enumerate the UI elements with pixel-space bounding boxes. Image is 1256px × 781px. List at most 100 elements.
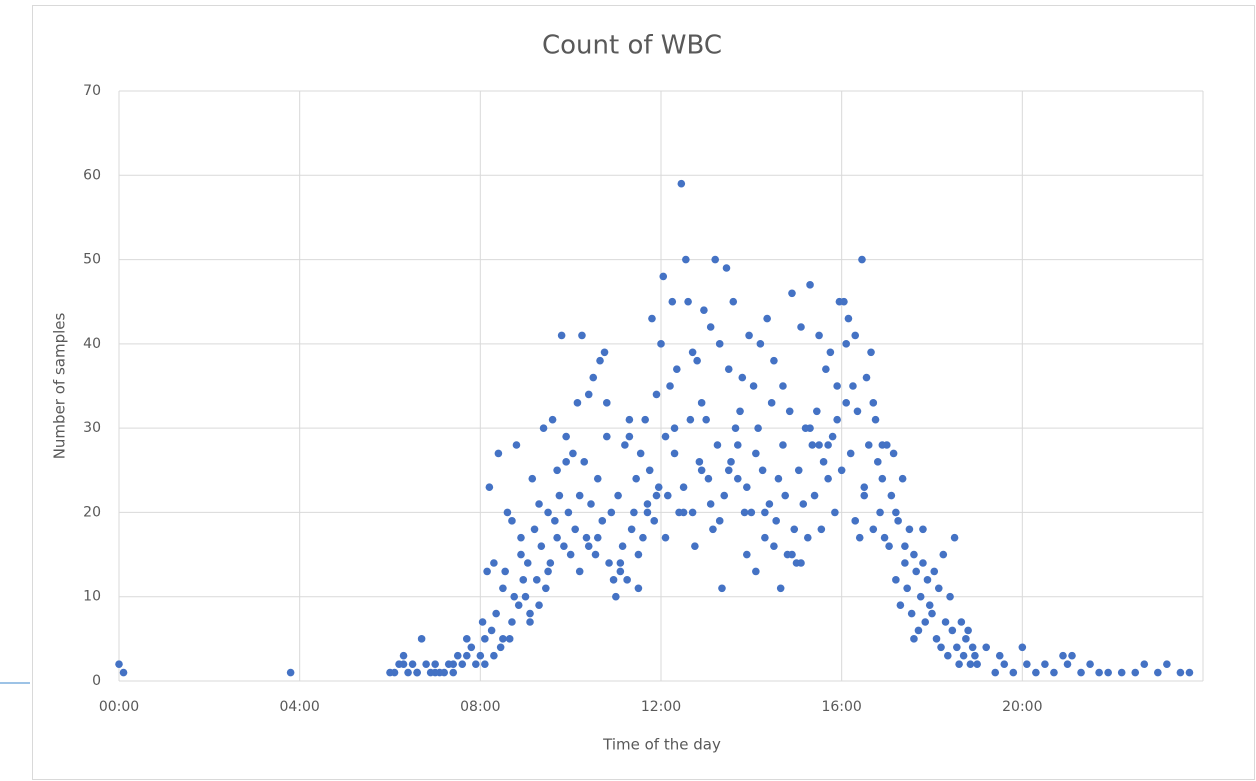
point — [693, 356, 701, 365]
point — [636, 449, 645, 458]
point — [706, 500, 715, 508]
point — [785, 407, 794, 416]
point — [503, 508, 512, 517]
point — [1068, 651, 1076, 660]
point — [862, 373, 871, 382]
point — [501, 567, 509, 576]
point — [885, 542, 893, 550]
point — [763, 314, 771, 323]
point — [532, 576, 541, 584]
point — [616, 559, 625, 567]
chart-border — [32, 5, 1255, 780]
point — [399, 660, 408, 668]
point — [916, 592, 925, 601]
point — [894, 517, 902, 525]
y-tick-label: 60 — [83, 167, 101, 183]
point — [991, 668, 1000, 677]
point — [589, 373, 598, 382]
point — [729, 297, 738, 306]
point — [858, 255, 866, 264]
point — [700, 306, 708, 314]
x-tick-label: 16:00 — [821, 699, 861, 715]
point — [867, 348, 875, 357]
point — [928, 609, 936, 618]
point — [584, 542, 593, 550]
point — [472, 660, 480, 668]
point — [743, 483, 751, 491]
point — [508, 618, 516, 626]
point — [648, 314, 656, 323]
point — [910, 635, 918, 643]
point — [953, 643, 961, 652]
point — [553, 466, 561, 475]
point — [876, 508, 884, 517]
point — [1163, 660, 1171, 668]
point — [697, 466, 706, 475]
point — [722, 264, 731, 272]
point — [593, 533, 602, 542]
point — [670, 449, 679, 458]
point — [874, 458, 882, 466]
point — [745, 331, 753, 340]
point — [733, 441, 742, 449]
point — [688, 508, 697, 517]
point — [1009, 668, 1018, 677]
point — [797, 559, 805, 567]
point — [842, 399, 850, 407]
point — [618, 542, 627, 550]
point — [779, 382, 787, 390]
point — [641, 415, 649, 424]
point — [517, 550, 525, 559]
point — [743, 550, 751, 559]
point — [774, 474, 783, 483]
point — [553, 533, 561, 542]
point — [431, 660, 439, 668]
point — [650, 517, 659, 525]
point — [408, 660, 417, 668]
point — [752, 449, 760, 458]
point — [1095, 668, 1103, 677]
point — [849, 382, 857, 390]
point — [806, 281, 814, 289]
point — [797, 323, 805, 331]
point — [632, 474, 640, 483]
point — [944, 651, 952, 660]
point — [115, 660, 123, 668]
point — [706, 323, 715, 331]
point — [937, 643, 945, 652]
point — [887, 491, 896, 500]
point — [557, 331, 566, 340]
point — [453, 651, 462, 660]
point — [578, 331, 586, 340]
point — [837, 466, 846, 475]
point — [621, 441, 629, 449]
point — [587, 500, 595, 508]
point — [659, 272, 668, 281]
point — [815, 331, 823, 340]
point — [499, 584, 507, 593]
point — [813, 407, 821, 416]
point — [921, 618, 930, 626]
point — [548, 415, 557, 424]
point — [860, 491, 869, 500]
point — [966, 660, 975, 668]
point — [738, 373, 747, 382]
point — [521, 592, 530, 601]
point — [932, 635, 941, 643]
point — [828, 432, 837, 441]
x-tick-label: 20:00 — [1002, 699, 1042, 715]
point — [485, 483, 494, 491]
point — [1086, 660, 1094, 668]
point — [948, 626, 957, 635]
point — [794, 466, 803, 475]
point — [544, 508, 552, 517]
point — [519, 576, 528, 584]
point — [546, 559, 555, 567]
point — [851, 517, 860, 525]
point — [824, 474, 832, 483]
y-axis-label: Number of samples — [51, 313, 69, 460]
point — [530, 525, 539, 534]
point — [634, 550, 643, 559]
point — [788, 289, 796, 298]
